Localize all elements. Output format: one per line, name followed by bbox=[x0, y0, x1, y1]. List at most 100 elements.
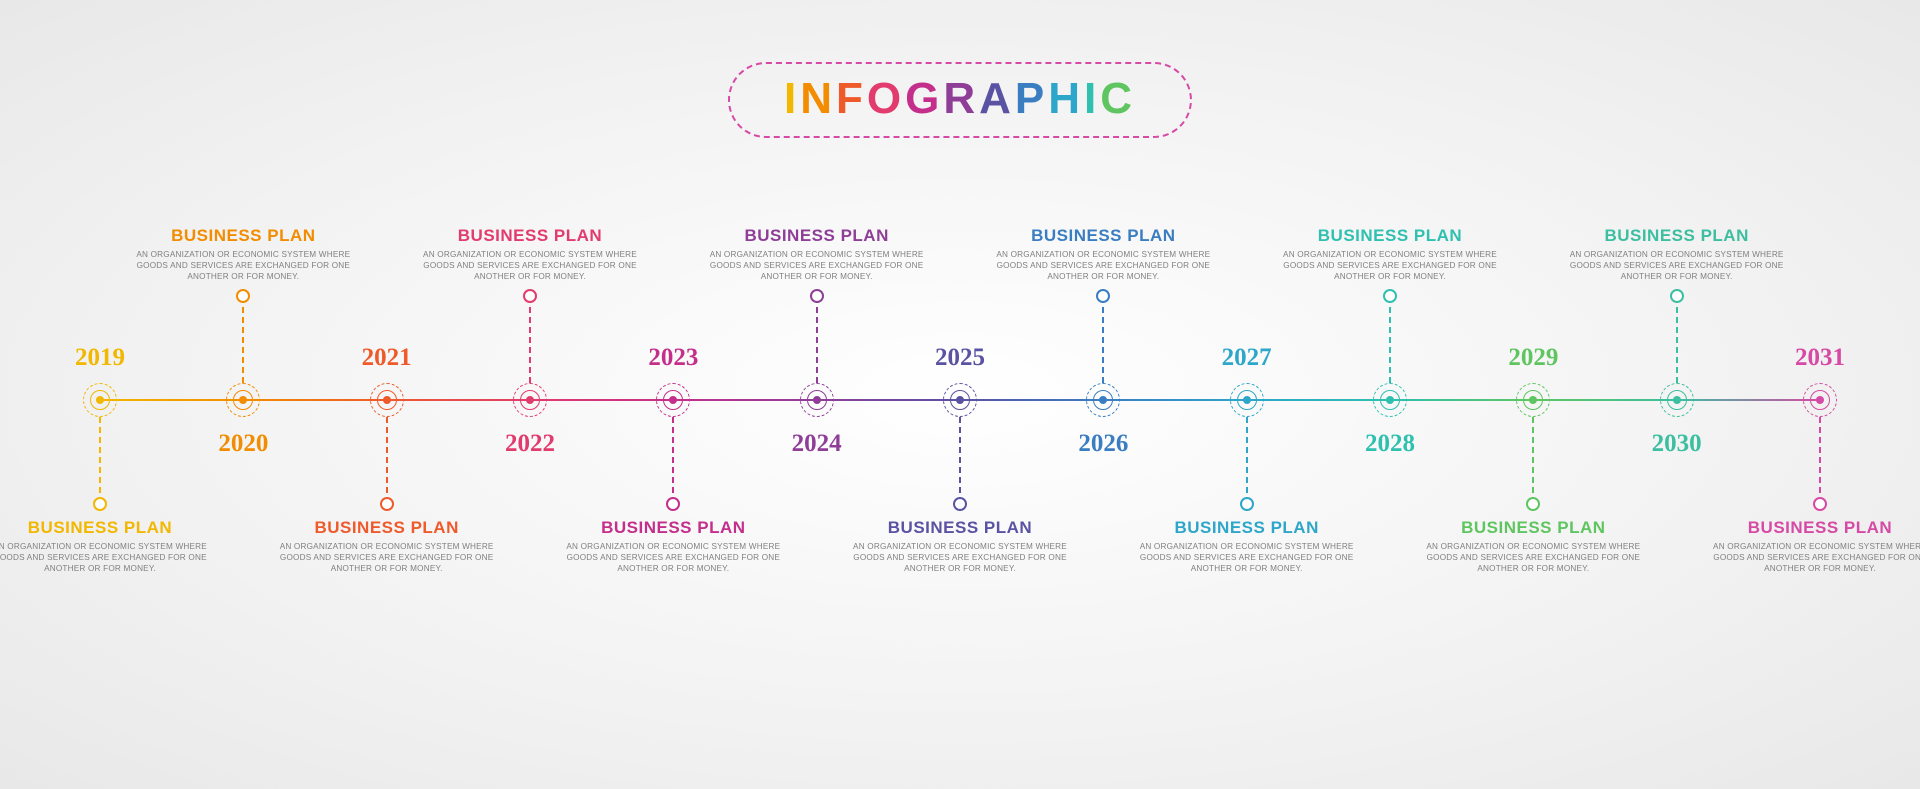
header-letter: C bbox=[1100, 74, 1136, 124]
plan-title: BUSINESS PLAN bbox=[1413, 518, 1653, 538]
timeline-stem-end bbox=[236, 289, 250, 303]
plan-description: AN ORGANIZATION OR ECONOMIC SYSTEM WHERE… bbox=[1413, 541, 1653, 574]
plan-description: AN ORGANIZATION OR ECONOMIC SYSTEM WHERE… bbox=[553, 541, 793, 574]
plan-title: BUSINESS PLAN bbox=[840, 518, 1080, 538]
timeline-stem bbox=[1676, 297, 1678, 383]
plan-title: BUSINESS PLAN bbox=[267, 518, 507, 538]
plan-description: AN ORGANIZATION OR ECONOMIC SYSTEM WHERE… bbox=[410, 249, 650, 282]
timeline-textblock: BUSINESS PLAN AN ORGANIZATION OR ECONOMIC… bbox=[1413, 518, 1653, 574]
timeline-textblock: BUSINESS PLAN AN ORGANIZATION OR ECONOMIC… bbox=[267, 518, 507, 574]
timeline-textblock: BUSINESS PLAN AN ORGANIZATION OR ECONOMIC… bbox=[410, 226, 650, 282]
timeline-stem-end bbox=[810, 289, 824, 303]
timeline-year: 2025 bbox=[935, 344, 985, 372]
plan-description: AN ORGANIZATION OR ECONOMIC SYSTEM WHERE… bbox=[697, 249, 937, 282]
timeline-textblock: BUSINESS PLAN AN ORGANIZATION OR ECONOMIC… bbox=[983, 226, 1223, 282]
plan-description: AN ORGANIZATION OR ECONOMIC SYSTEM WHERE… bbox=[1557, 249, 1797, 282]
plan-title: BUSINESS PLAN bbox=[553, 518, 793, 538]
timeline-stem-end bbox=[380, 497, 394, 511]
timeline-stem-end bbox=[1240, 497, 1254, 511]
timeline-year: 2019 bbox=[75, 344, 125, 372]
timeline-stem bbox=[1389, 297, 1391, 383]
header-letter: N bbox=[800, 74, 836, 124]
timeline-stem bbox=[386, 417, 388, 503]
plan-description: AN ORGANIZATION OR ECONOMIC SYSTEM WHERE… bbox=[1270, 249, 1510, 282]
timeline-stem bbox=[99, 417, 101, 503]
timeline-year: 2028 bbox=[1365, 430, 1415, 458]
timeline-marker bbox=[656, 383, 690, 417]
timeline-textblock: BUSINESS PLAN AN ORGANIZATION OR ECONOMIC… bbox=[840, 518, 1080, 574]
plan-title: BUSINESS PLAN bbox=[123, 226, 363, 246]
timeline-stem-end bbox=[1813, 497, 1827, 511]
plan-title: BUSINESS PLAN bbox=[697, 226, 937, 246]
timeline-year: 2022 bbox=[505, 430, 555, 458]
header-pill: INFOGRAPHIC bbox=[728, 62, 1192, 138]
timeline-marker bbox=[1373, 383, 1407, 417]
timeline-marker bbox=[1230, 383, 1264, 417]
timeline-stem-end bbox=[523, 289, 537, 303]
timeline-textblock: BUSINESS PLAN AN ORGANIZATION OR ECONOMIC… bbox=[697, 226, 937, 282]
timeline-textblock: BUSINESS PLAN AN ORGANIZATION OR ECONOMIC… bbox=[1270, 226, 1510, 282]
timeline-marker bbox=[1516, 383, 1550, 417]
plan-title: BUSINESS PLAN bbox=[1127, 518, 1367, 538]
timeline-stem bbox=[1532, 417, 1534, 503]
timeline-stem-end bbox=[666, 497, 680, 511]
timeline-marker bbox=[800, 383, 834, 417]
timeline-textblock: BUSINESS PLAN AN ORGANIZATION OR ECONOMIC… bbox=[123, 226, 363, 282]
timeline-marker bbox=[1086, 383, 1120, 417]
timeline-stem-end bbox=[1526, 497, 1540, 511]
timeline-textblock: BUSINESS PLAN AN ORGANIZATION OR ECONOMIC… bbox=[1700, 518, 1920, 574]
timeline-stem bbox=[816, 297, 818, 383]
header-letter: F bbox=[836, 74, 867, 124]
plan-title: BUSINESS PLAN bbox=[0, 518, 220, 538]
timeline-marker bbox=[1803, 383, 1837, 417]
timeline-stem bbox=[1819, 417, 1821, 503]
header-letter: R bbox=[943, 74, 979, 124]
header-letter: O bbox=[867, 74, 905, 124]
timeline-year: 2029 bbox=[1508, 344, 1558, 372]
timeline-year: 2024 bbox=[792, 430, 842, 458]
timeline-stem bbox=[672, 417, 674, 503]
timeline-stem bbox=[959, 417, 961, 503]
header-letter: A bbox=[979, 74, 1015, 124]
header-letter: G bbox=[905, 74, 943, 124]
timeline-stem bbox=[1246, 417, 1248, 503]
timeline-year: 2030 bbox=[1652, 430, 1702, 458]
plan-description: AN ORGANIZATION OR ECONOMIC SYSTEM WHERE… bbox=[0, 541, 220, 574]
timeline-marker bbox=[513, 383, 547, 417]
timeline-stem bbox=[529, 297, 531, 383]
timeline-stem-end bbox=[93, 497, 107, 511]
timeline-textblock: BUSINESS PLAN AN ORGANIZATION OR ECONOMIC… bbox=[1127, 518, 1367, 574]
timeline-textblock: BUSINESS PLAN AN ORGANIZATION OR ECONOMIC… bbox=[0, 518, 220, 574]
timeline-marker bbox=[83, 383, 117, 417]
timeline-stem bbox=[1102, 297, 1104, 383]
timeline-year: 2031 bbox=[1795, 344, 1845, 372]
timeline-year: 2021 bbox=[362, 344, 412, 372]
plan-description: AN ORGANIZATION OR ECONOMIC SYSTEM WHERE… bbox=[1700, 541, 1920, 574]
plan-title: BUSINESS PLAN bbox=[983, 226, 1223, 246]
timeline-stem-end bbox=[1096, 289, 1110, 303]
timeline-stem-end bbox=[1383, 289, 1397, 303]
timeline-stem bbox=[242, 297, 244, 383]
header-letter: H bbox=[1048, 74, 1084, 124]
timeline-textblock: BUSINESS PLAN AN ORGANIZATION OR ECONOMIC… bbox=[553, 518, 793, 574]
plan-description: AN ORGANIZATION OR ECONOMIC SYSTEM WHERE… bbox=[840, 541, 1080, 574]
timeline-year: 2026 bbox=[1078, 430, 1128, 458]
timeline-marker bbox=[1660, 383, 1694, 417]
plan-title: BUSINESS PLAN bbox=[410, 226, 650, 246]
plan-title: BUSINESS PLAN bbox=[1700, 518, 1920, 538]
timeline-marker bbox=[226, 383, 260, 417]
timeline-year: 2027 bbox=[1222, 344, 1272, 372]
timeline-textblock: BUSINESS PLAN AN ORGANIZATION OR ECONOMIC… bbox=[1557, 226, 1797, 282]
plan-title: BUSINESS PLAN bbox=[1557, 226, 1797, 246]
timeline-year: 2023 bbox=[648, 344, 698, 372]
timeline-marker bbox=[370, 383, 404, 417]
plan-description: AN ORGANIZATION OR ECONOMIC SYSTEM WHERE… bbox=[983, 249, 1223, 282]
plan-title: BUSINESS PLAN bbox=[1270, 226, 1510, 246]
timeline-stem-end bbox=[953, 497, 967, 511]
plan-description: AN ORGANIZATION OR ECONOMIC SYSTEM WHERE… bbox=[123, 249, 363, 282]
plan-description: AN ORGANIZATION OR ECONOMIC SYSTEM WHERE… bbox=[267, 541, 507, 574]
plan-description: AN ORGANIZATION OR ECONOMIC SYSTEM WHERE… bbox=[1127, 541, 1367, 574]
header-letter: I bbox=[1084, 74, 1100, 124]
header-letter: P bbox=[1015, 74, 1048, 124]
header-title: INFOGRAPHIC bbox=[784, 74, 1136, 124]
